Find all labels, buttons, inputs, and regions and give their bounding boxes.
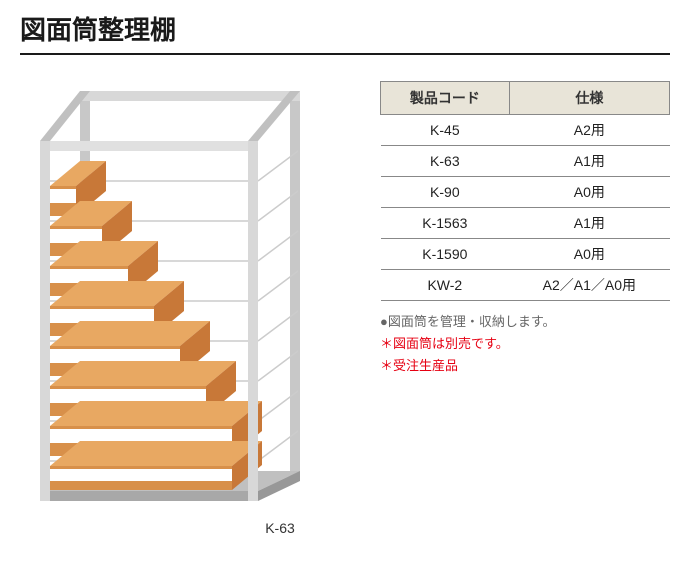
illustration-caption: K-63 <box>20 520 360 536</box>
cell-spec: A0用 <box>509 177 669 208</box>
th-code: 製品コード <box>381 82 510 115</box>
note-description: ●図面筒を管理・収納します。 <box>380 311 670 333</box>
note-sold-separately: ＊図面筒は別売です。 <box>380 333 670 355</box>
cell-spec: A1用 <box>509 146 669 177</box>
table-row: KW-2A2／A1／A0用 <box>381 270 670 301</box>
rack-illustration <box>20 71 360 511</box>
illustration-column: K-63 <box>20 71 360 536</box>
th-spec: 仕様 <box>509 82 669 115</box>
table-row: K-1563A1用 <box>381 208 670 239</box>
table-row: K-63A1用 <box>381 146 670 177</box>
cell-code: K-1590 <box>381 239 510 270</box>
cell-code: KW-2 <box>381 270 510 301</box>
cell-code: K-63 <box>381 146 510 177</box>
cell-spec: A1用 <box>509 208 669 239</box>
cell-spec: A0用 <box>509 239 669 270</box>
cell-code: K-45 <box>381 115 510 146</box>
content-row: K-63 製品コード 仕様 K-45A2用 K-63A1用 K-90A0用 K-… <box>20 71 670 536</box>
spec-table: 製品コード 仕様 K-45A2用 K-63A1用 K-90A0用 K-1563A… <box>380 81 670 301</box>
cell-spec: A2用 <box>509 115 669 146</box>
cell-code: K-90 <box>381 177 510 208</box>
cell-code: K-1563 <box>381 208 510 239</box>
table-row: K-90A0用 <box>381 177 670 208</box>
table-row: K-45A2用 <box>381 115 670 146</box>
page-title: 図面筒整理棚 <box>20 10 670 55</box>
spec-column: 製品コード 仕様 K-45A2用 K-63A1用 K-90A0用 K-1563A… <box>380 71 670 536</box>
table-row: K-1590A0用 <box>381 239 670 270</box>
note-made-to-order: ＊受注生産品 <box>380 355 670 377</box>
notes: ●図面筒を管理・収納します。 ＊図面筒は別売です。 ＊受注生産品 <box>380 311 670 377</box>
cell-spec: A2／A1／A0用 <box>509 270 669 301</box>
